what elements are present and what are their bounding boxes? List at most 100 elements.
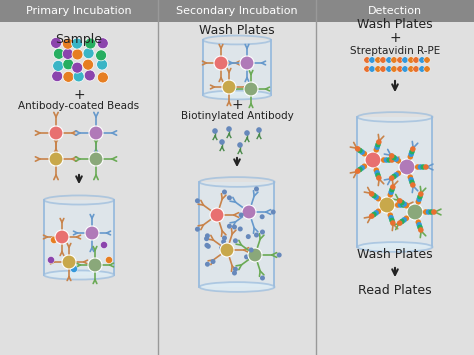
Circle shape [375,208,381,214]
Circle shape [83,48,94,59]
Circle shape [214,56,228,70]
Circle shape [49,126,63,140]
Circle shape [374,194,379,200]
Circle shape [375,196,381,202]
Circle shape [369,66,375,72]
Circle shape [49,152,63,166]
Circle shape [415,164,420,170]
Circle shape [409,151,414,157]
Bar [0,0,474,22]
Circle shape [369,191,374,197]
Circle shape [237,142,243,148]
Circle shape [413,66,419,72]
Circle shape [410,146,416,152]
Circle shape [376,175,382,181]
Circle shape [431,209,437,215]
Circle shape [88,258,102,272]
Circle shape [51,37,62,48]
Circle shape [89,126,103,140]
Circle shape [212,128,218,134]
Circle shape [389,153,394,159]
Circle shape [82,59,93,70]
Circle shape [97,59,108,70]
Circle shape [409,177,414,182]
Circle shape [355,146,361,152]
Circle shape [260,214,264,219]
Circle shape [397,198,402,204]
Circle shape [388,192,393,198]
Circle shape [359,165,365,171]
Circle shape [227,224,232,229]
Circle shape [408,66,414,72]
Circle shape [380,57,386,63]
Circle shape [219,139,225,145]
Circle shape [375,173,381,178]
Circle shape [386,57,392,63]
Circle shape [89,152,103,166]
Circle shape [374,144,380,150]
Circle shape [423,209,428,215]
Circle shape [386,66,392,72]
Circle shape [271,209,276,214]
Circle shape [233,267,238,272]
Circle shape [239,213,244,218]
Circle shape [232,271,237,275]
Circle shape [388,190,394,195]
Circle shape [426,209,431,215]
Circle shape [408,154,413,160]
Ellipse shape [44,271,114,279]
Circle shape [260,229,265,235]
Text: Secondary Incubation: Secondary Incubation [176,6,298,16]
Circle shape [357,148,363,153]
Circle shape [408,57,414,63]
Circle shape [246,234,251,239]
Circle shape [395,170,401,176]
Text: +: + [73,88,85,102]
Circle shape [417,194,423,200]
Circle shape [365,152,381,168]
Circle shape [244,82,258,96]
Circle shape [244,255,249,260]
Circle shape [389,218,395,223]
Circle shape [72,62,83,73]
Circle shape [359,149,365,155]
Circle shape [393,156,399,162]
Circle shape [376,139,382,145]
Bar [357,117,432,247]
Circle shape [401,202,406,208]
Circle shape [407,204,423,220]
Circle shape [389,157,395,163]
Circle shape [226,126,232,132]
Circle shape [195,198,200,203]
Circle shape [418,164,423,170]
Circle shape [383,157,389,163]
Circle shape [380,66,386,72]
Circle shape [233,238,238,243]
Circle shape [388,215,394,220]
Circle shape [397,57,403,63]
Circle shape [206,244,211,249]
Circle shape [417,225,423,230]
Circle shape [391,174,397,179]
Circle shape [100,241,108,248]
Circle shape [389,175,394,181]
Circle shape [357,167,363,172]
Circle shape [388,212,393,218]
Circle shape [195,227,200,232]
Circle shape [374,170,380,176]
Circle shape [63,59,74,70]
Circle shape [416,199,421,204]
Circle shape [386,157,392,163]
Circle shape [244,130,250,136]
Bar [203,40,271,95]
Circle shape [423,164,428,170]
Text: +: + [231,98,243,112]
Circle shape [222,235,227,240]
Circle shape [54,48,64,59]
Circle shape [395,202,401,208]
Circle shape [391,57,397,63]
Circle shape [238,226,243,231]
Circle shape [73,71,84,82]
Circle shape [232,224,237,229]
Circle shape [413,57,419,63]
